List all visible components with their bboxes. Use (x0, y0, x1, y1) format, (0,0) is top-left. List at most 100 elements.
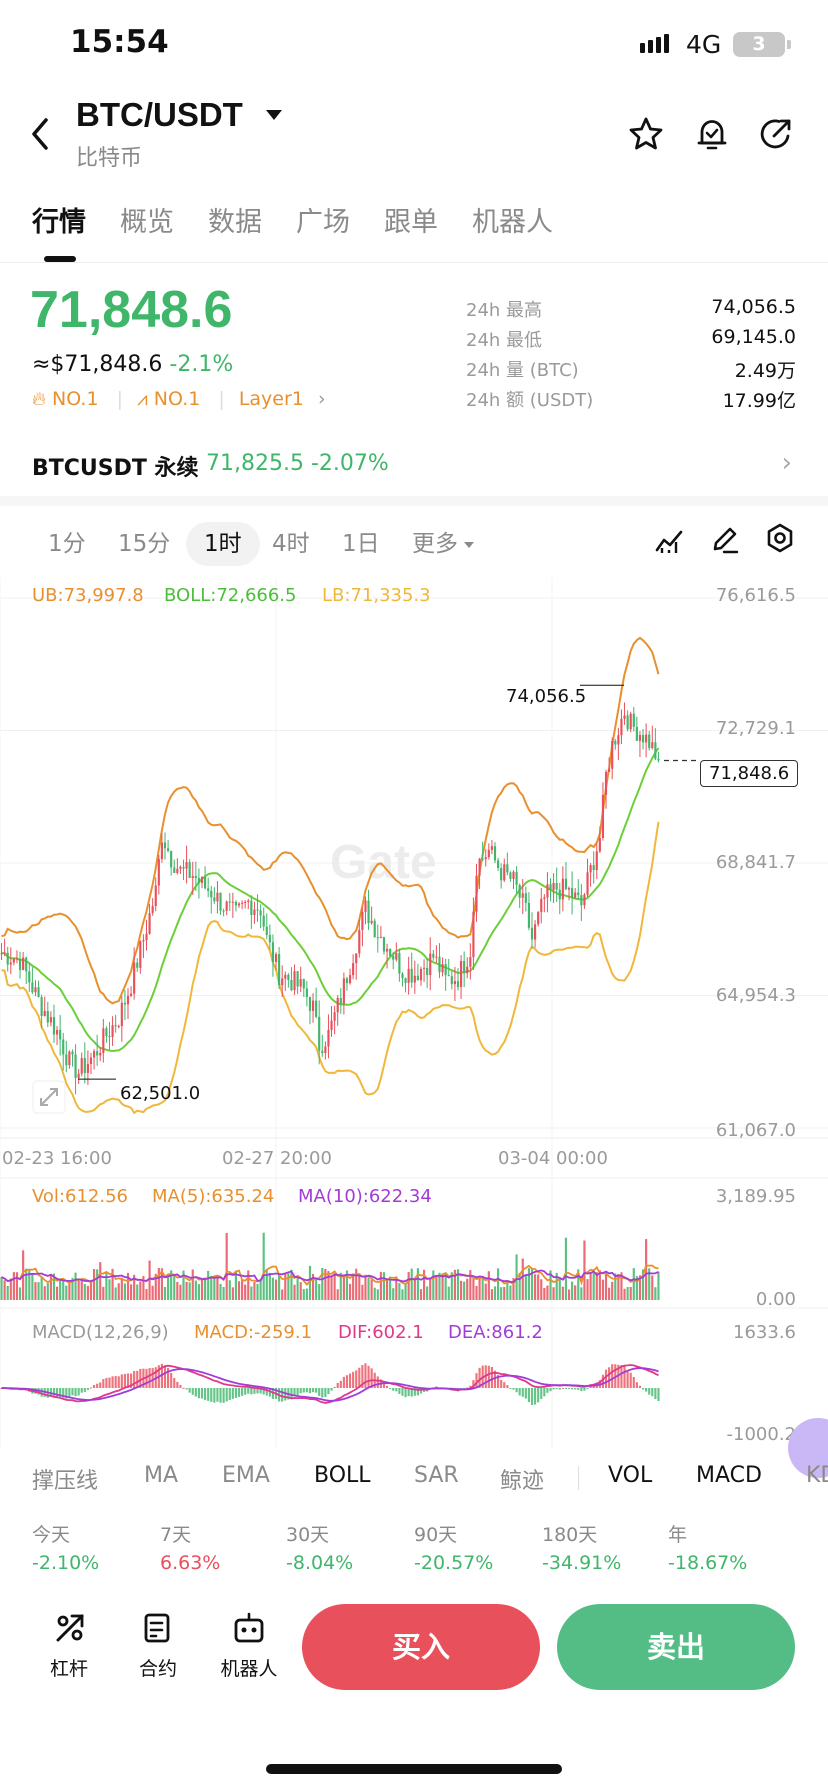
macd-histogram-bar (241, 1388, 244, 1396)
candle-body (92, 1051, 96, 1058)
expand-icon[interactable] (32, 1080, 66, 1114)
macd-histogram-bar (265, 1388, 268, 1396)
assistant-bubble[interactable] (788, 1418, 828, 1478)
candle-body (274, 954, 278, 963)
chevron-right-icon[interactable]: › (781, 448, 792, 478)
itab-vol[interactable]: VOL (608, 1463, 653, 1488)
candle-body (262, 915, 265, 927)
itab-kd[interactable]: KD (806, 1463, 828, 1488)
tab-square[interactable]: 广场 (296, 207, 350, 238)
volume-bar (577, 1269, 580, 1300)
itab-sar[interactable]: SAR (414, 1463, 459, 1488)
candle-body (534, 924, 537, 940)
tab-data[interactable]: 数据 (208, 207, 262, 238)
candle-body (339, 997, 342, 1004)
rank-tags[interactable]: 🔥︎ NO.1 | ⩘ NO.1 | Layer1 › (32, 388, 326, 410)
tab-copy-trade[interactable]: 跟单 (384, 207, 438, 238)
volume-bar (271, 1277, 275, 1300)
macd-histogram-bar (604, 1369, 608, 1388)
itab-boll[interactable]: BOLL (314, 1463, 371, 1488)
macd-histogram-bar (419, 1388, 423, 1394)
volume-bar (207, 1270, 210, 1300)
macd-params: MACD(12,26,9) (32, 1322, 169, 1343)
candle-body (419, 968, 423, 981)
tf-4h[interactable]: 4时 (272, 531, 310, 557)
buy-button[interactable]: 买入 (302, 1604, 540, 1690)
candle-body (188, 862, 191, 878)
itab-ma[interactable]: MA (144, 1463, 179, 1488)
candle-body (441, 964, 444, 973)
sell-button[interactable]: 卖出 (557, 1604, 795, 1690)
indicator-icon[interactable] (654, 526, 684, 556)
macd-histogram-bar (244, 1388, 247, 1395)
contract-label[interactable]: 合约 (138, 1658, 177, 1680)
candle-body (43, 1011, 46, 1016)
macd-top: 1633.6 (733, 1322, 796, 1343)
macd-histogram-bar (176, 1381, 179, 1388)
star-icon[interactable] (628, 116, 664, 152)
candle-body (22, 957, 25, 970)
volume-bar (222, 1287, 225, 1300)
tf-more[interactable]: 更多 (412, 522, 474, 566)
back-icon[interactable] (28, 116, 52, 152)
alert-bell-icon[interactable] (694, 116, 730, 152)
itab-ema[interactable]: EMA (222, 1463, 270, 1488)
macd-histogram-bar (364, 1363, 367, 1388)
macd-histogram-bar (348, 1373, 352, 1388)
pair-subtitle: 比特币 (76, 146, 143, 171)
macd-histogram-bar (370, 1368, 373, 1388)
volume-bar (509, 1285, 512, 1300)
candle-body (126, 995, 130, 1005)
itab-whale[interactable]: 鲸迹 (500, 1469, 545, 1494)
candle-body (546, 884, 549, 898)
dea-line (1, 1367, 659, 1402)
tf-1m[interactable]: 1分 (48, 531, 86, 557)
tab-bot[interactable]: 机器人 (472, 207, 553, 238)
macd-histogram-bar (77, 1388, 80, 1396)
volume-bar (463, 1281, 466, 1300)
candle-body (114, 1025, 117, 1027)
itab-support[interactable]: 撑压线 (32, 1469, 99, 1494)
y-tick-0: 76,616.5 (715, 585, 796, 606)
macd-histogram-bar (376, 1376, 379, 1388)
perpetual-value[interactable]: 71,825.5 -2.07% (206, 451, 389, 476)
share-icon[interactable] (758, 116, 794, 152)
volume-bar (629, 1286, 632, 1300)
perpetual-label[interactable]: BTCUSDT 永续 (32, 456, 199, 481)
chevron-down-icon[interactable] (266, 110, 282, 120)
tab-overview[interactable]: 概览 (120, 207, 174, 238)
candle-body (213, 897, 216, 902)
robot-icon[interactable] (232, 1612, 266, 1644)
leverage-icon[interactable] (54, 1612, 86, 1644)
candle-body (645, 734, 648, 743)
macd-histogram-bar (204, 1388, 207, 1400)
macd-histogram-bar (281, 1388, 284, 1402)
volume-bar (265, 1270, 268, 1300)
volume-bar (268, 1272, 271, 1300)
tab-market[interactable]: 行情 (32, 207, 86, 238)
price-chart[interactable]: Gate (0, 578, 828, 1448)
leverage-label[interactable]: 杠杆 (49, 1658, 88, 1680)
macd-histogram-bar (654, 1388, 657, 1400)
pair-title[interactable]: BTC/USDT (76, 96, 243, 133)
tf-1h[interactable]: 1时 (186, 522, 260, 566)
itab-macd[interactable]: MACD (696, 1463, 762, 1488)
candle-body (598, 837, 601, 852)
volume-bar (0, 1276, 3, 1300)
candle-body (129, 993, 133, 996)
draw-pencil-icon[interactable] (710, 524, 740, 554)
candle-body (524, 893, 527, 903)
macd-histogram-bar (86, 1388, 89, 1390)
bot-label[interactable]: 机器人 (220, 1658, 278, 1680)
macd-histogram-bar (96, 1383, 99, 1388)
volume-bar (145, 1288, 148, 1300)
contract-icon[interactable] (142, 1612, 174, 1644)
macd-histogram-bar (466, 1387, 469, 1389)
volume-bar (410, 1268, 413, 1300)
candle-body (59, 1029, 62, 1040)
candle-body (170, 850, 173, 868)
tf-1d[interactable]: 1日 (342, 531, 380, 557)
tf-15m[interactable]: 15分 (118, 531, 171, 557)
candle-body (74, 1054, 77, 1078)
settings-icon[interactable] (764, 522, 796, 554)
